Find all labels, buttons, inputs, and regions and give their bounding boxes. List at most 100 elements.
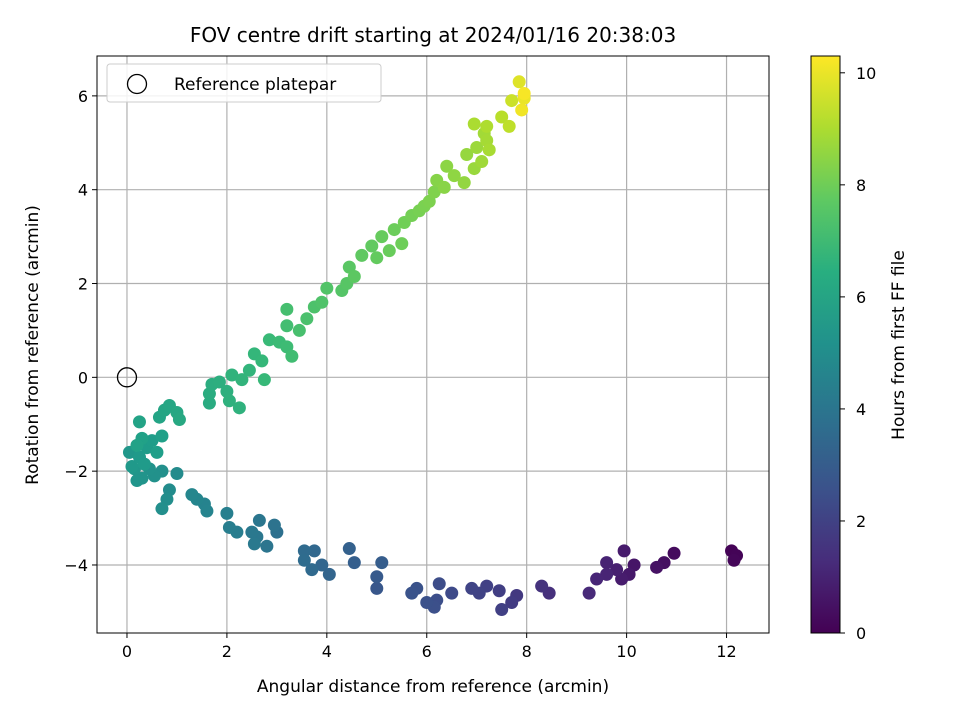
scatter-point bbox=[222, 394, 236, 408]
scatter-point bbox=[132, 415, 146, 429]
scatter-point bbox=[307, 544, 321, 558]
scatter-point bbox=[467, 117, 481, 131]
colorbar-tick-label: 10 bbox=[856, 64, 876, 83]
scatter-point bbox=[495, 603, 509, 617]
scatter-point bbox=[610, 563, 624, 577]
scatter-point bbox=[305, 563, 319, 577]
scatter-point bbox=[342, 542, 356, 556]
x-tick-label: 6 bbox=[422, 642, 432, 661]
colorbar-tick-label: 0 bbox=[856, 624, 866, 643]
scatter-point bbox=[582, 586, 596, 600]
scatter-point bbox=[315, 295, 329, 309]
scatter-point bbox=[347, 269, 361, 283]
scatter-point bbox=[185, 488, 199, 502]
scatter-point bbox=[370, 581, 384, 595]
legend-open-circle-icon bbox=[126, 73, 148, 95]
scatter-point bbox=[440, 159, 454, 173]
scatter-point bbox=[315, 558, 329, 572]
scatter-point bbox=[445, 586, 459, 600]
x-tick-label: 12 bbox=[716, 642, 736, 661]
scatter-point bbox=[535, 579, 549, 593]
scatter-point bbox=[480, 119, 494, 133]
scatter-point bbox=[495, 110, 509, 124]
scatter-point bbox=[242, 363, 256, 377]
scatter-point bbox=[502, 119, 516, 133]
scatter-point bbox=[297, 544, 311, 558]
plot-frame bbox=[96, 55, 770, 634]
y-tick-label: −2 bbox=[64, 462, 88, 481]
x-tick-label: 10 bbox=[616, 642, 636, 661]
y-tick-label: −4 bbox=[64, 556, 88, 575]
scatter-point bbox=[600, 556, 614, 570]
y-tick-label: 0 bbox=[78, 368, 88, 387]
scatter-point bbox=[405, 586, 419, 600]
scatter-point bbox=[617, 544, 631, 558]
scatter-point bbox=[255, 354, 269, 368]
scatter-point bbox=[262, 333, 276, 347]
scatter-point bbox=[285, 349, 299, 363]
scatter-point bbox=[280, 302, 294, 316]
scatter-point bbox=[355, 248, 369, 262]
y-tick-label: 2 bbox=[78, 275, 88, 294]
scatter-point bbox=[232, 401, 246, 415]
scatter-point bbox=[395, 237, 409, 251]
x-tick-label: 8 bbox=[522, 642, 532, 661]
y-tick-label: 4 bbox=[78, 181, 88, 200]
x-axis-ticks: 0 2 4 6 8 10 12 bbox=[122, 633, 737, 661]
x-axis-label: Angular distance from reference (arcmin) bbox=[257, 677, 609, 697]
scatter-point bbox=[172, 413, 186, 427]
scatter-point bbox=[347, 556, 361, 570]
scatter-point bbox=[245, 525, 259, 539]
scatter-point bbox=[155, 502, 169, 516]
scatter-point bbox=[370, 251, 384, 265]
scatter-point bbox=[387, 223, 401, 237]
legend: Reference platepar bbox=[106, 63, 382, 103]
scatter-point bbox=[492, 584, 506, 598]
scatter-point bbox=[505, 596, 519, 610]
scatter-point bbox=[322, 567, 336, 581]
grid-lines bbox=[97, 56, 769, 633]
scatter-point bbox=[517, 87, 531, 101]
scatter-point bbox=[420, 596, 434, 610]
scatter-point bbox=[320, 281, 334, 295]
colorbar-ticks: 0 2 4 6 8 10 bbox=[840, 64, 876, 643]
scatter-point bbox=[137, 457, 151, 471]
scatter-point bbox=[460, 148, 474, 162]
scatter-point bbox=[515, 103, 529, 117]
scatter-point bbox=[220, 506, 234, 520]
scatter-point bbox=[125, 459, 139, 473]
scatter-point bbox=[300, 312, 314, 326]
colorbar-tick-label: 8 bbox=[856, 176, 866, 195]
scatter-point bbox=[252, 513, 266, 527]
scatter-point bbox=[600, 567, 614, 581]
scatter-point bbox=[475, 155, 489, 169]
x-tick-label: 0 bbox=[122, 642, 132, 661]
scatter-point bbox=[512, 75, 526, 89]
scatter-point bbox=[505, 94, 519, 108]
reference-open-circle-icon bbox=[116, 367, 138, 388]
y-axis-ticks: −4 −2 0 2 4 6 bbox=[64, 87, 97, 575]
y-axis-label: Rotation from reference (arcmin) bbox=[23, 205, 43, 485]
reference-platepar-marker bbox=[116, 367, 138, 388]
scatter-point bbox=[170, 467, 184, 481]
x-tick-label: 2 bbox=[222, 642, 232, 661]
colorbar-tick-label: 6 bbox=[856, 288, 866, 307]
scatter-point bbox=[365, 239, 379, 253]
scatter-point bbox=[212, 375, 226, 389]
scatter-point bbox=[590, 572, 604, 586]
scatter-point bbox=[202, 396, 216, 410]
scatter-point bbox=[297, 553, 311, 567]
colorbar-label: Hours from first FF file bbox=[889, 250, 909, 440]
scatter-point bbox=[200, 504, 214, 518]
scatter-point bbox=[130, 474, 144, 488]
y-tick-label: 6 bbox=[78, 87, 88, 106]
legend-entry-label: Reference platepar bbox=[174, 75, 336, 95]
scatter-point bbox=[145, 434, 159, 448]
colorbar bbox=[810, 55, 841, 634]
colorbar-tick-label: 4 bbox=[856, 400, 866, 419]
scatter-point bbox=[222, 520, 236, 534]
scatter-point bbox=[280, 319, 294, 333]
scatter-point bbox=[382, 244, 396, 258]
scatter-point bbox=[427, 185, 441, 199]
scatter-point bbox=[130, 438, 144, 452]
